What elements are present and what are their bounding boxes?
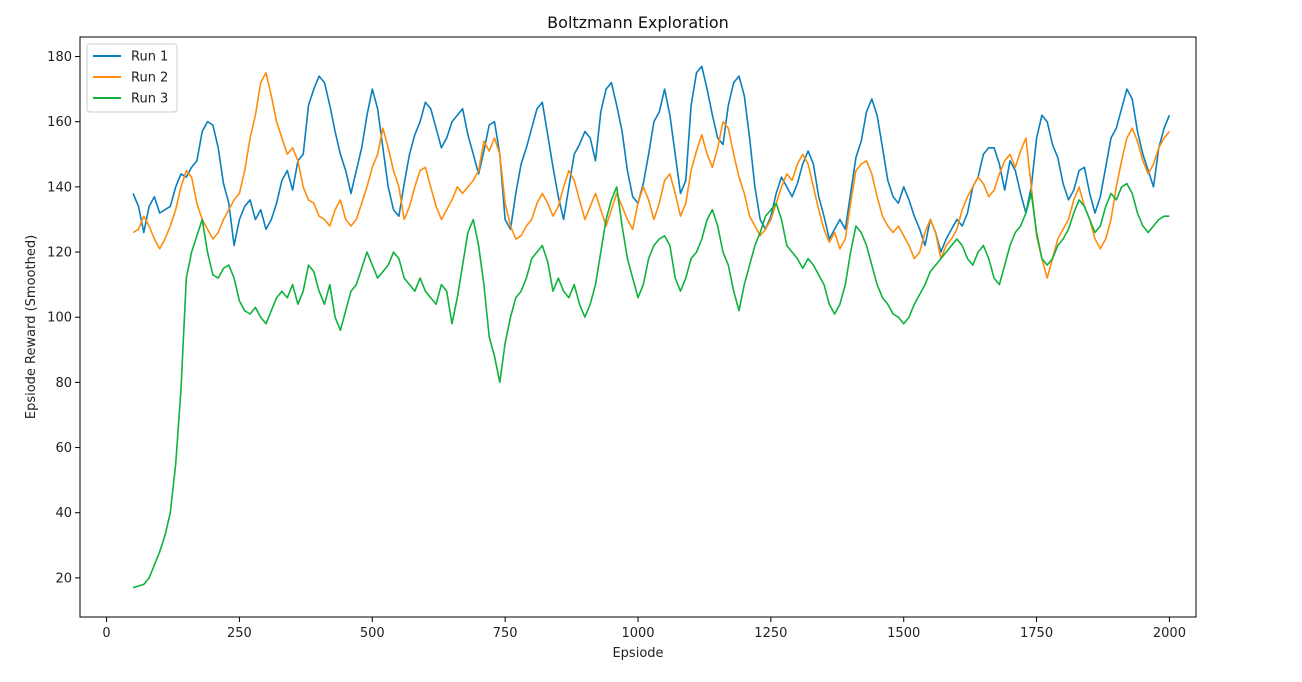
x-tick-label: 250 [227, 626, 252, 641]
y-tick-label: 80 [55, 376, 72, 391]
y-tick-label: 100 [47, 311, 72, 326]
y-tick-label: 140 [47, 180, 72, 195]
y-tick-label: 120 [47, 246, 72, 261]
series-line-run-1 [132, 65, 1171, 253]
x-tick-label: 1250 [754, 626, 787, 641]
series-line-run-2 [132, 72, 1171, 279]
series-layer [132, 65, 1171, 589]
x-tick-label: 1750 [1020, 626, 1053, 641]
legend-label-run-3: Run 3 [131, 92, 168, 107]
y-tick-label: 20 [55, 571, 72, 586]
y-tick-label: 60 [55, 441, 72, 456]
x-tick-label: 0 [102, 626, 110, 641]
legend-label-run-2: Run 2 [131, 71, 168, 86]
x-axis: 0 250 500 750 1000 1250 1500 1750 2000 [102, 617, 1186, 641]
y-tick-label: 180 [47, 50, 72, 65]
series-line-run-3 [132, 182, 1170, 589]
x-tick-label: 750 [493, 626, 518, 641]
plot-frame [79, 36, 1197, 618]
x-tick-label: 1000 [621, 626, 654, 641]
x-tick-label: 2000 [1153, 626, 1186, 641]
y-axis: 20 40 60 80 100 120 140 160 180 [47, 50, 80, 586]
legend-box [86, 43, 178, 113]
y-axis-label: Epsiode Reward (Smoothed) [24, 235, 39, 419]
y-tick-label: 40 [55, 506, 72, 521]
x-axis-label: Epsiode [612, 646, 663, 661]
y-tick-label: 160 [47, 115, 72, 130]
legend: Run 1 Run 2 Run 3 [86, 43, 178, 113]
legend-label-run-1: Run 1 [131, 50, 168, 65]
chart-title: Boltzmann Exploration [547, 13, 729, 32]
x-tick-label: 1500 [887, 626, 920, 641]
x-tick-label: 500 [360, 626, 385, 641]
